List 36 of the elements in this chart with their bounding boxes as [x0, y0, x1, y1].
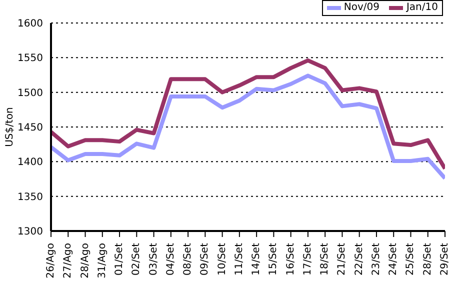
- y-axis-title: US$/ton: [4, 107, 16, 147]
- x-tick-label: 02/Set: [131, 242, 142, 276]
- legend-label: Nov/09: [342, 1, 380, 15]
- x-tick-label: 11/Set: [234, 242, 245, 276]
- line-series: [51, 58, 445, 171]
- x-tick-label: 23/Set: [370, 242, 382, 276]
- y-tick-label: 1600: [18, 18, 43, 30]
- x-tick-label: 31/Ago: [96, 243, 108, 278]
- x-tick-label: 01/Set: [114, 242, 126, 276]
- y-tick-label: 1450: [18, 122, 43, 134]
- x-tick-label: 03/Set: [148, 242, 160, 276]
- x-tick-label: 26/Ago: [46, 243, 56, 278]
- x-tick-label: 14/Set: [251, 242, 262, 276]
- x-tick-label: 17/Set: [302, 242, 314, 276]
- x-tick-label: 21/Set: [336, 242, 348, 276]
- x-tick-label: 10/Set: [216, 242, 228, 276]
- y-tick-label: 1400: [18, 157, 43, 168]
- x-tick-label: 04/Set: [165, 242, 176, 276]
- x-tick-label: 15/Set: [268, 242, 280, 276]
- y-tick-label: 1300: [18, 226, 43, 238]
- y-tick-label: 1350: [18, 192, 43, 203]
- x-tick-label: 25/Set: [405, 242, 416, 276]
- x-tick-label: 08/Set: [182, 242, 194, 276]
- x-tick-label: 24/Set: [388, 242, 400, 276]
- x-tick-label: 18/Set: [320, 242, 331, 276]
- x-tick-label: 16/Set: [285, 242, 296, 276]
- x-tick-label: 22/Set: [354, 242, 365, 276]
- x-tick-label: 28/Ago: [80, 243, 91, 278]
- x-tick-label: 27/Ago: [62, 243, 74, 278]
- x-tick-label: 28/Set: [422, 242, 434, 276]
- x-tick-label: 29/Set: [440, 242, 450, 276]
- y-tick-label: 1500: [18, 88, 43, 99]
- y-tick-label: 1550: [18, 53, 43, 64]
- line-series: [51, 74, 445, 180]
- x-tick-label: 09/Set: [200, 242, 211, 276]
- legend-label: Jan/10: [405, 1, 438, 15]
